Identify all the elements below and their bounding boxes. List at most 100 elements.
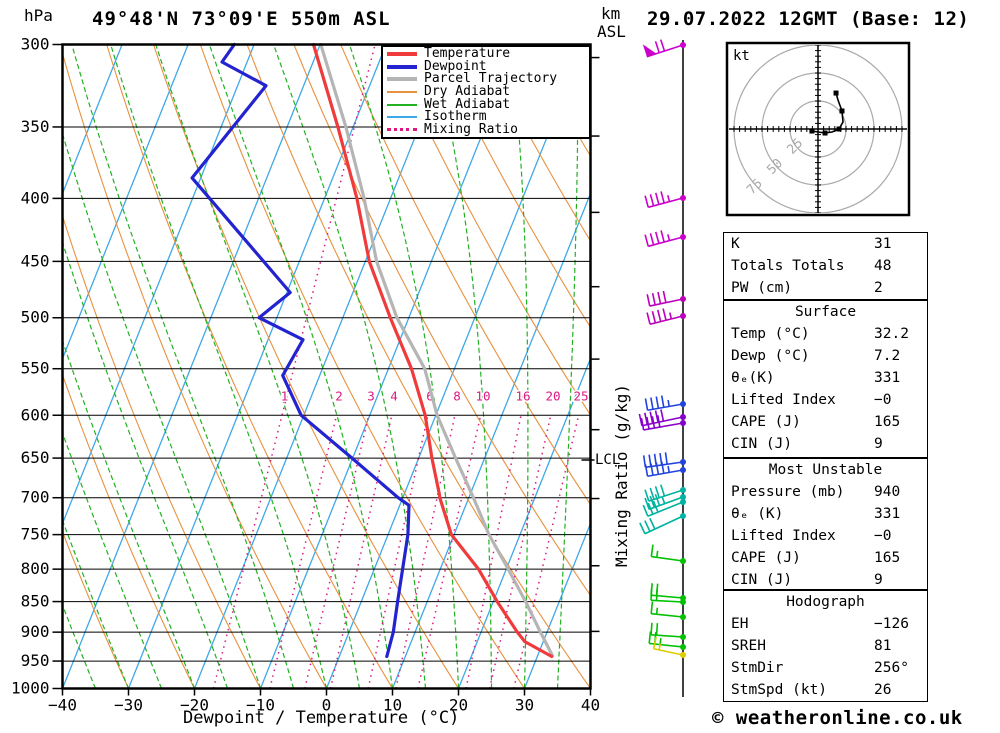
table-row-value: 9 [874, 436, 883, 452]
mixing-ratio-value-label: 4 [390, 388, 398, 403]
table-row-value: −0 [874, 528, 892, 544]
table-row: CIN (J) 9 [724, 433, 927, 455]
copyright-footer: © weatheronline.co.uk [712, 707, 963, 729]
hodograph-trace-point [833, 90, 839, 96]
legend-line-sample-icon [387, 128, 417, 132]
pressure-tick-label: 500 [21, 308, 50, 327]
mixing-ratio-value-label: 25 [573, 388, 588, 403]
table-row: Lifted Index −0 [724, 525, 927, 547]
mixing-ratio-value-label: 6 [426, 388, 434, 403]
temperature-tick-label: −40 [48, 696, 77, 715]
pressure-tick-label: 850 [21, 592, 50, 611]
wet-adiabat-line [155, 44, 361, 689]
wet-adiabat-line [510, 44, 529, 689]
dry-adiabat-line [387, 44, 591, 417]
legend-item: Dewpoint [387, 60, 589, 74]
table-row: Totals Totals 48 [724, 255, 927, 277]
legend-item: Dry Adiabat [387, 84, 589, 100]
table-row-label: Pressure (mb) [731, 484, 845, 500]
temperature-tick-label: −30 [114, 696, 143, 715]
legend-line-sample-icon [387, 77, 417, 82]
isotherm-line [193, 44, 453, 689]
table-row-value: 331 [874, 506, 901, 522]
pressure-axis-unit: hPa [24, 6, 53, 25]
wind-barb [639, 513, 686, 535]
wind-barb [644, 461, 686, 478]
legend-item: Parcel Trajectory [387, 72, 589, 86]
mixing-ratio-value-label: 2 [335, 388, 343, 403]
table-row-value: 32.2 [874, 326, 909, 342]
table-row-label: CIN (J) [731, 436, 793, 452]
hodograph-table: Hodograph EH −126 SREH 81 StmDir 256° StmSpd (k… [723, 590, 928, 702]
isotherm-line [457, 356, 591, 689]
dry-adiabat-line [152, 44, 459, 689]
mixing-ratio-line [269, 415, 338, 689]
dry-adiabat-line [199, 44, 525, 689]
station-title: 49°48'N 73°09'E 550m ASL [92, 8, 391, 30]
table-row: Temp (°C) 32.2 [724, 323, 927, 345]
hodograph-trace-point [809, 128, 815, 134]
table-title: Hodograph [786, 594, 865, 610]
table-row-label: Dewp (°C) [731, 348, 810, 364]
wind-barb [650, 622, 686, 640]
pressure-tick-label: 450 [21, 251, 50, 270]
table-row-label: StmDir [731, 660, 784, 676]
wet-adiabat-line [110, 44, 328, 689]
pressure-tick-label: 600 [21, 405, 50, 424]
wind-barb [638, 409, 686, 427]
isotherm-line [259, 44, 519, 689]
parcel-trajectory-curve [319, 42, 554, 658]
most-unstable-table: Most Unstable Pressure (mb) 940 θₑ (K) 331 Li… [723, 458, 928, 590]
mixing-ratio-line [329, 415, 393, 689]
legend-item-label: Wet Adiabat [424, 96, 511, 112]
table-row: CAPE (J) 165 [724, 547, 927, 569]
table-row-value: 256° [874, 660, 909, 676]
table-row: θₑ (K) 331 [724, 503, 927, 525]
table-row-value: 2 [874, 280, 883, 296]
pressure-tick-label: 650 [21, 448, 50, 467]
temperature-tick-label: 40 [581, 696, 600, 715]
run-date-title: 29.07.2022 12GMT (Base: 12) [647, 8, 970, 30]
hodograph-trace-point [822, 130, 828, 136]
wind-barb [652, 636, 686, 658]
table-row: CIN (J) 9 [724, 569, 927, 591]
dry-adiabat-line [62, 530, 130, 689]
pressure-tick-label: 300 [21, 35, 50, 54]
legend-item-label: Dry Adiabat [424, 84, 511, 100]
altitude-axis-unit-km: km [601, 4, 621, 23]
dewpoint-curve [190, 42, 411, 659]
hodograph-trace-point [836, 126, 842, 132]
table-row-label: K [731, 236, 740, 252]
wind-barb [644, 191, 686, 209]
table-row: StmSpd (kt) 26 [724, 679, 927, 701]
table-row-value: 48 [874, 258, 892, 274]
pressure-tick-label: 750 [21, 525, 50, 544]
mixing-ratio-line [513, 415, 580, 689]
mixing-ratio-value-label: 8 [453, 388, 461, 403]
legend-line-sample-icon [387, 103, 417, 106]
legend-line-sample-icon [387, 91, 417, 94]
legend-line-sample-icon [387, 64, 417, 69]
isotherm-line [127, 44, 387, 689]
table-row: Pressure (mb) 940 [724, 481, 927, 503]
table-row-value: −0 [874, 392, 892, 408]
altitude-axis-unit-asl: ASL [597, 22, 626, 41]
isotherm-line [62, 44, 189, 361]
pressure-tick-label: 900 [21, 622, 50, 641]
legend-item: Isotherm [387, 110, 589, 124]
table-row-label: Totals Totals [731, 258, 845, 274]
mixing-ratio-value-label: 10 [475, 388, 490, 403]
dry-adiabat-line [480, 44, 591, 243]
pressure-tick-label: 400 [21, 188, 50, 207]
surface-table: Surface Temp (°C) 32.2 Dewp (°C) 7.2 θₑ(K) 331… [723, 300, 928, 458]
table-row-value: 940 [874, 484, 901, 500]
wind-barb [640, 415, 686, 431]
mixing-ratio-line [212, 44, 376, 689]
table-row: Lifted Index −0 [724, 389, 927, 411]
temperature-tick-label: −10 [246, 696, 275, 715]
table-row: EH −126 [724, 613, 927, 635]
table-row-value: 31 [874, 236, 892, 252]
table-row-label: θₑ (K) [731, 506, 784, 522]
table-row-label: EH [731, 616, 749, 632]
